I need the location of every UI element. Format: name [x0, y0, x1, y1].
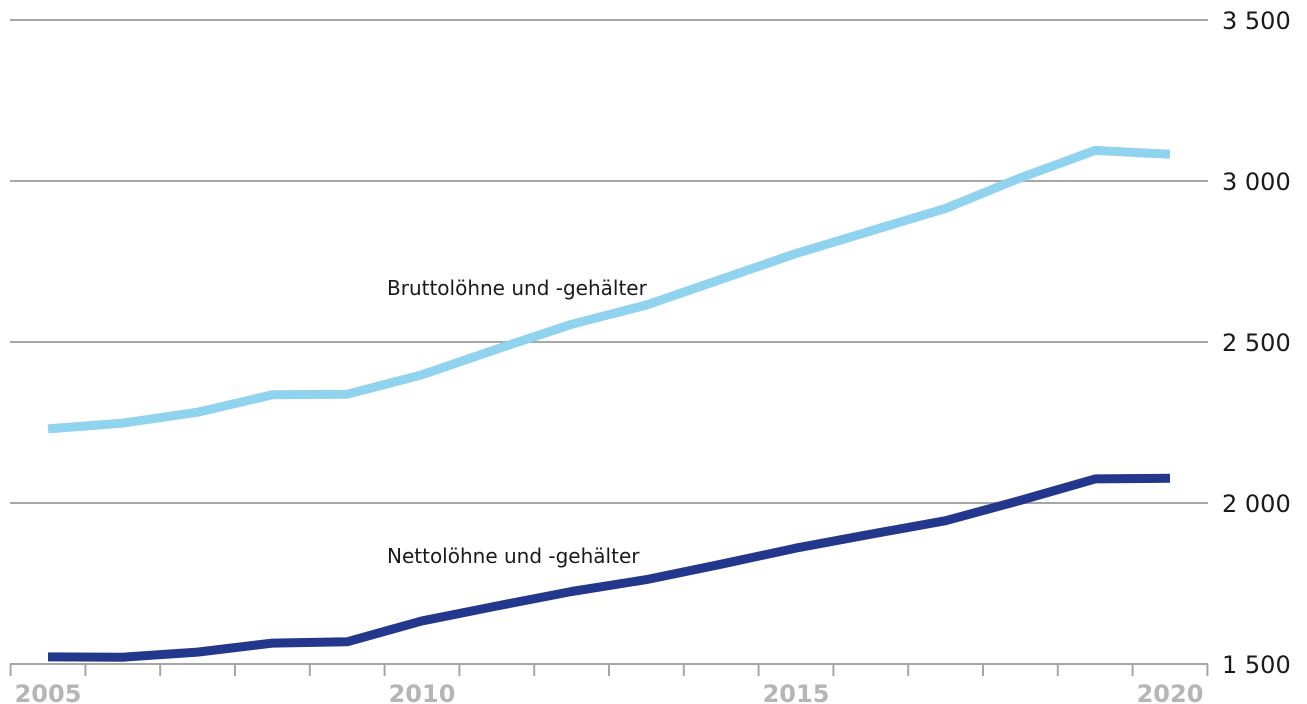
y-tick-label: 2 000: [1222, 490, 1291, 518]
x-tick-label: 2005: [15, 680, 82, 704]
x-axis-tick-labels: 2005 2010 2015 2020: [15, 680, 1204, 704]
x-axis: [9, 663, 1209, 676]
y-tick-label: 3 500: [1222, 7, 1291, 35]
y-tick-label: 3 000: [1222, 168, 1291, 196]
series-lines: [47, 145, 1171, 662]
x-tick-label: 2020: [1137, 680, 1204, 704]
y-tick-label: 1 500: [1222, 651, 1291, 679]
series-label-netto: Nettolöhne und -gehälter: [387, 544, 640, 568]
series-line-netto: [47, 473, 1171, 662]
series-label-brutto: Bruttolöhne und -gehälter: [387, 276, 648, 300]
x-tick-label: 2015: [763, 680, 830, 704]
y-tick-label: 2 500: [1222, 329, 1291, 357]
y-axis-tick-labels: 1 500 2 000 2 500 3 000 3 500: [1222, 7, 1291, 679]
series-line-brutto: [47, 145, 1171, 434]
x-tick-label: 2010: [389, 680, 456, 704]
